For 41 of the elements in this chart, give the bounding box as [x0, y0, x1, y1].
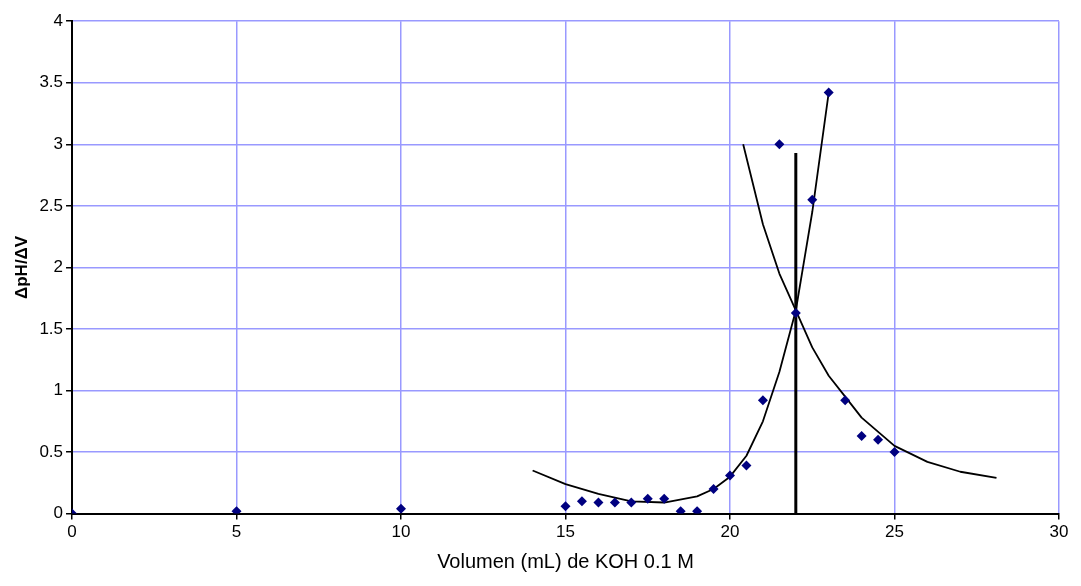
point: [889, 447, 900, 458]
point: [790, 307, 801, 318]
point: [823, 87, 834, 98]
point: [576, 496, 587, 507]
x-tick-label: 0: [67, 522, 77, 542]
point: [708, 483, 719, 494]
x-tick-label: 20: [720, 522, 740, 542]
point: [642, 493, 653, 504]
x-tick-label: 25: [885, 522, 904, 542]
point: [593, 497, 604, 508]
point: [675, 506, 686, 514]
x-tick-label: 10: [391, 522, 411, 542]
point: [609, 497, 620, 508]
point: [560, 501, 571, 512]
y-tick-label: 0.5: [39, 441, 64, 461]
x-tick-label: 30: [1049, 522, 1069, 542]
point: [231, 506, 242, 514]
point: [807, 194, 818, 205]
point: [396, 503, 407, 514]
y-tick-label: 1: [53, 380, 64, 400]
point: [856, 431, 867, 442]
point: [692, 506, 703, 514]
y-axis-title: ΔpH/ΔV: [11, 235, 31, 299]
y-tick-label: 3: [53, 133, 64, 153]
point: [757, 395, 768, 406]
point: [774, 139, 785, 150]
x-axis-title: Volumen (mL) de KOH 0.1 M: [437, 549, 694, 572]
point: [873, 434, 884, 445]
y-tick-label: 3.5: [39, 72, 64, 92]
point: [840, 395, 851, 406]
x-tick-label: 5: [231, 522, 242, 542]
y-tick-label: 0: [53, 503, 64, 523]
point: [725, 470, 736, 481]
y-tick-label: 1.5: [39, 318, 64, 338]
y-tick-label: 2: [53, 257, 64, 277]
point: [659, 493, 670, 504]
y-tick-label: 2.5: [39, 195, 64, 215]
x-tick-label: 15: [556, 522, 575, 542]
point: [626, 497, 637, 508]
y-tick-label: 4: [53, 10, 64, 30]
point: [741, 460, 752, 471]
